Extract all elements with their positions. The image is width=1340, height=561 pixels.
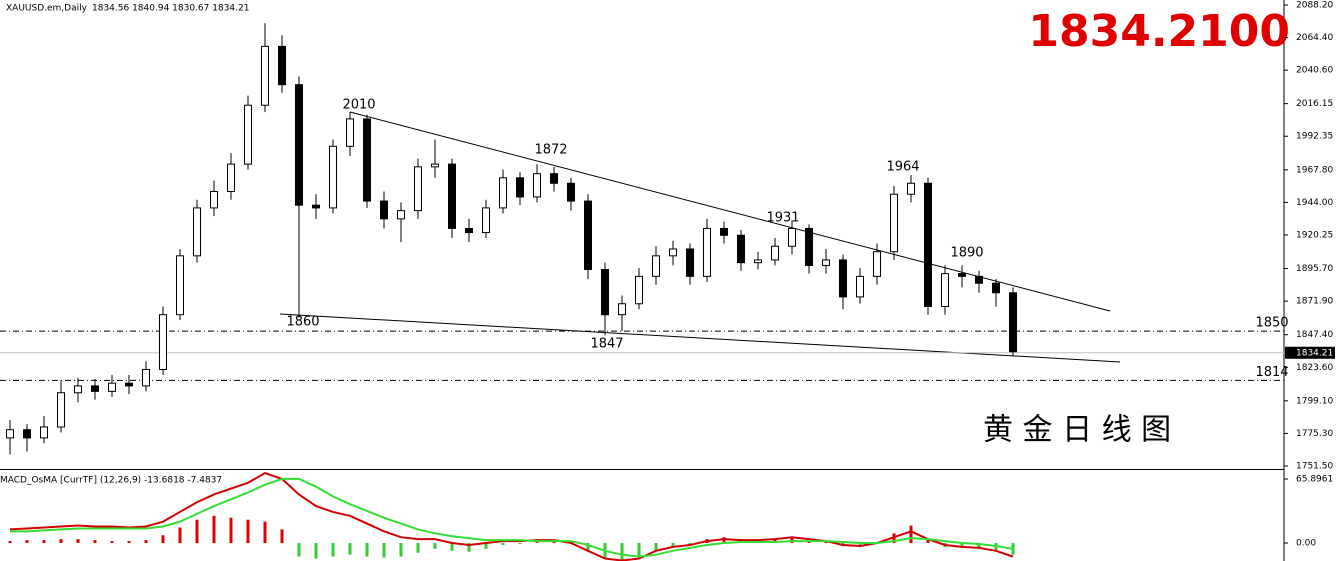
- candle-body: [125, 382, 133, 387]
- candle-body: [669, 248, 677, 257]
- y-tick-label: 2088.20: [1296, 1, 1333, 11]
- y-tick-label: 1944.00: [1296, 198, 1333, 208]
- candle-body: [499, 177, 507, 209]
- candle-body: [1009, 292, 1017, 353]
- y-tick-label: 1871.90: [1296, 297, 1333, 307]
- candle-body: [176, 255, 184, 316]
- candle-body: [771, 245, 779, 261]
- candle-body: [839, 259, 847, 298]
- candle-body: [890, 193, 898, 253]
- candle-body: [363, 118, 371, 202]
- candle-body: [261, 45, 269, 106]
- candle-body: [924, 182, 932, 307]
- y-tick-label: 65.8961: [1296, 474, 1333, 484]
- caption: 黄 金 日 线 图: [983, 413, 1171, 448]
- y-tick-label: 0.00: [1296, 539, 1316, 549]
- candle-body: [992, 282, 1000, 294]
- y-tick-label: 2040.60: [1296, 66, 1333, 76]
- annotation: 2010: [342, 98, 375, 113]
- candle-body: [482, 207, 490, 234]
- candle-body: [703, 227, 711, 277]
- y-tick-label: 2064.40: [1296, 33, 1333, 43]
- headline-price: 1834.2100: [1028, 6, 1290, 57]
- macd-title: MACD_OsMA [CurrTF] (12,26,9) -13.6818 -7…: [0, 476, 222, 486]
- candle-body: [431, 163, 439, 168]
- candle-body: [856, 275, 864, 298]
- signal-line: [10, 477, 1014, 558]
- current-price-box: [1285, 346, 1335, 359]
- candle-body: [312, 204, 320, 209]
- candle-body: [737, 234, 745, 264]
- candle-body: [193, 207, 201, 257]
- y-tick-label: 1920.25: [1296, 230, 1333, 240]
- candle-body: [652, 255, 660, 277]
- candle-body: [23, 429, 31, 439]
- candle-body: [40, 426, 48, 439]
- candle-body: [754, 259, 762, 264]
- candle-body: [329, 145, 337, 209]
- candle-body: [346, 118, 354, 147]
- trend-line-lower: [279, 313, 1121, 363]
- candle-body: [686, 248, 694, 277]
- candle-body: [635, 275, 643, 305]
- candle-body: [397, 210, 405, 220]
- level-label: 1850: [1255, 316, 1288, 331]
- candle-body: [601, 269, 609, 316]
- annotation: 1847: [590, 337, 623, 352]
- candle-body: [516, 177, 524, 198]
- candle-body: [567, 182, 575, 202]
- candle-body: [805, 227, 813, 266]
- y-tick-label: 2016.15: [1296, 99, 1333, 109]
- y-tick-label: 1823.60: [1296, 363, 1333, 373]
- candle-body: [584, 200, 592, 271]
- annotation: 1860: [286, 315, 319, 330]
- candle-body: [550, 173, 558, 184]
- candle-body: [465, 227, 473, 234]
- candle-body: [74, 385, 82, 394]
- candle-body: [6, 429, 14, 439]
- candle-body: [57, 392, 65, 428]
- candle-body: [295, 84, 303, 206]
- y-tick-label: 1799.10: [1296, 396, 1333, 406]
- candle-body: [618, 303, 626, 316]
- y-tick-label: 1992.35: [1296, 132, 1333, 142]
- candle-body: [108, 382, 116, 392]
- annotation: 1964: [886, 160, 919, 175]
- level-label: 1814: [1255, 365, 1288, 380]
- candle-body: [975, 275, 983, 284]
- trend-line-upper: [349, 111, 1111, 312]
- annotation: 1931: [766, 211, 799, 226]
- candle-body: [142, 368, 150, 387]
- candle-body: [380, 200, 388, 220]
- candle-body: [414, 166, 422, 212]
- symbol-title: XAUUSD.em,Daily: [6, 4, 88, 14]
- y-tick-label: 1775.30: [1296, 429, 1333, 439]
- candle-body: [720, 227, 728, 236]
- ohlc-text: 1834.56 1840.94 1830.67 1834.21: [92, 4, 249, 14]
- y-tick-label: 1895.70: [1296, 264, 1333, 274]
- y-tick-label: 1751.50: [1296, 462, 1333, 472]
- annotation: 1872: [534, 143, 567, 158]
- y-tick-label: 1967.80: [1296, 165, 1333, 175]
- candle-body: [244, 104, 252, 165]
- current-price-label: 1834.21: [1296, 348, 1333, 358]
- candle-body: [210, 190, 218, 209]
- y-tick-label: 1847.40: [1296, 330, 1333, 340]
- candle-body: [533, 173, 541, 198]
- candle-body: [159, 314, 167, 370]
- candle-body: [788, 227, 796, 247]
- candle-body: [907, 182, 915, 195]
- candle-body: [822, 259, 830, 266]
- annotation: 1890: [950, 246, 983, 261]
- candle-body: [941, 273, 949, 307]
- candle-body: [958, 273, 966, 277]
- candle-body: [91, 385, 99, 392]
- candle-body: [448, 163, 456, 229]
- candle-body: [278, 45, 286, 86]
- candle-body: [227, 163, 235, 192]
- candle-body: [873, 251, 881, 277]
